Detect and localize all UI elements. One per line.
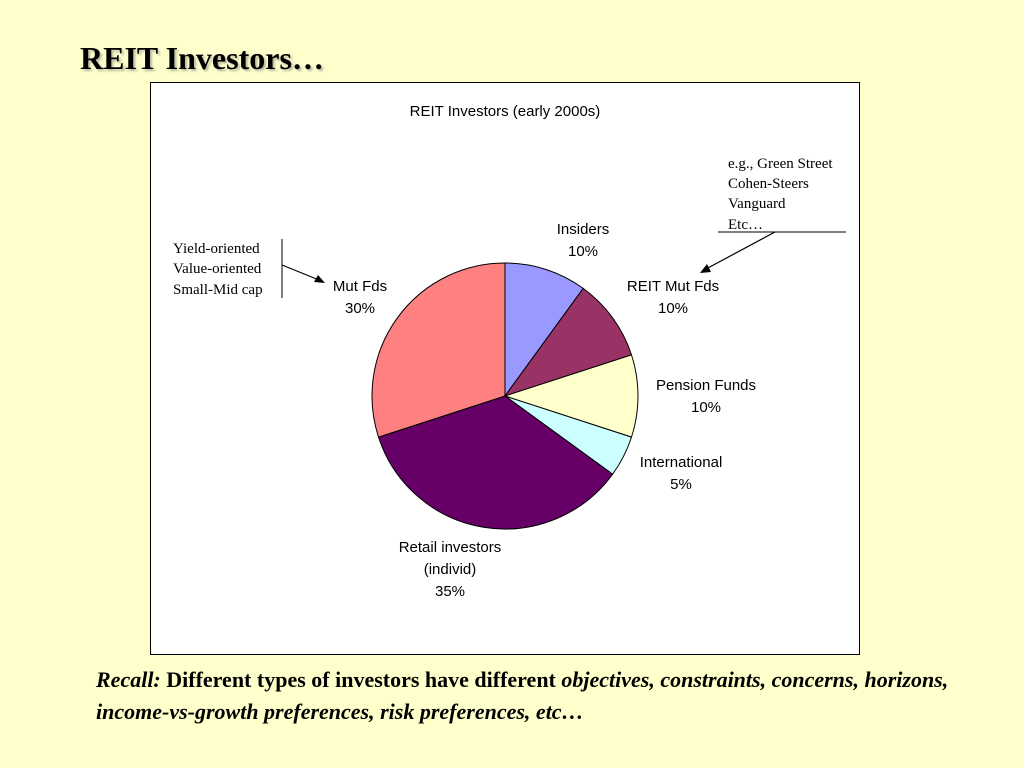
left-note-line: Value-oriented	[173, 261, 262, 277]
right-note-line: e.g., Green Street	[728, 156, 833, 172]
pie-slice-labels: Insiders 10% REIT Mut Fds 10% Pension Funds 1…	[333, 221, 756, 600]
slice-label: Retail investors (individ) 35%	[399, 539, 502, 600]
slice-label: Insiders 10%	[557, 221, 610, 260]
right-note-line: Cohen-Steers	[728, 176, 809, 192]
slice-label: Pension Funds 10%	[656, 377, 756, 416]
recall-lead: Recall:	[96, 667, 161, 692]
right-note: e.g., Green Street Cohen-Steers Vanguard…	[700, 156, 846, 273]
left-note-line: Small-Mid cap	[173, 282, 263, 298]
slice-label: Mut Fds 30%	[333, 278, 387, 317]
chart-title: REIT Investors (early 2000s)	[410, 103, 601, 120]
recall-italic: objectives, constraints, concerns, horiz…	[96, 667, 949, 724]
pie-slice	[377, 395, 614, 530]
slide-title: REIT Investors…	[80, 40, 324, 76]
chart-frame: REIT Investors (early 2000s) Insiders 10%…	[150, 82, 860, 655]
pie-slice	[503, 287, 633, 397]
right-note-line: Etc…	[728, 217, 763, 233]
pie-chart: REIT Investors (early 2000s) Insiders 10%…	[173, 103, 846, 600]
left-note: Yield-oriented Value-oriented Small-Mid …	[173, 239, 325, 298]
pie-slices	[371, 262, 639, 530]
slice-label: REIT Mut Fds 10%	[627, 278, 719, 317]
left-note-arrow	[281, 264, 320, 281]
slice-label: International 5%	[640, 454, 723, 493]
right-note-arrow	[705, 231, 776, 270]
right-note-arrowhead	[700, 264, 711, 273]
right-note-line: Vanguard	[728, 196, 786, 212]
pie-slice	[504, 262, 584, 398]
left-note-line: Yield-oriented	[173, 241, 260, 257]
pie-slice	[503, 354, 639, 438]
pie-slice	[371, 262, 506, 438]
recall-plain: Different types of investors have differ…	[160, 667, 562, 692]
recall-text: Recall: Different types of investors hav…	[96, 664, 996, 728]
left-note-arrowhead	[314, 275, 325, 283]
